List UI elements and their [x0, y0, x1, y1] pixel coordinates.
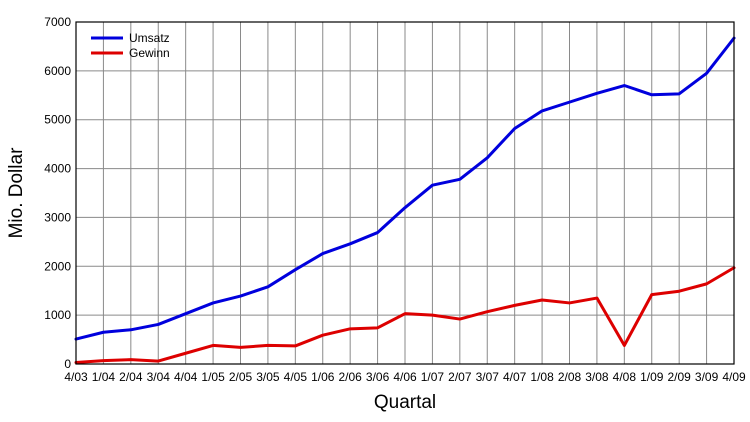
y-tick-label: 2000: [44, 259, 71, 273]
x-tick-label: 4/05: [284, 370, 308, 384]
x-tick-label: 2/05: [229, 370, 253, 384]
y-tick-label: 0: [64, 357, 71, 371]
x-tick-label: 1/07: [421, 370, 445, 384]
x-tick-label: 3/04: [147, 370, 171, 384]
y-tick-label: 5000: [44, 113, 71, 127]
x-tick-label: 4/08: [613, 370, 637, 384]
x-tick-label: 4/09: [722, 370, 746, 384]
x-tick-label: 2/06: [338, 370, 362, 384]
x-tick-label: 3/05: [256, 370, 280, 384]
y-axis-title: Mio. Dollar: [6, 147, 27, 238]
x-tick-label: 1/04: [92, 370, 116, 384]
x-tick-label: 2/07: [448, 370, 472, 384]
x-tick-label: 1/08: [530, 370, 554, 384]
y-tick-label: 1000: [44, 308, 71, 322]
x-tick-label: 1/05: [201, 370, 225, 384]
y-tick-label: 3000: [44, 210, 71, 224]
series-group: [74, 36, 736, 365]
y-axis-ticks: 0 1000 2000 3000 4000 5000 6000 7000: [44, 15, 71, 371]
x-tick-label: 4/03: [64, 370, 88, 384]
x-tick-label: 1/06: [311, 370, 335, 384]
x-tick-label: 3/06: [366, 370, 390, 384]
plot-frame: [75, 21, 735, 365]
x-tick-label: 1/09: [640, 370, 664, 384]
y-tick-label: 4000: [44, 162, 71, 176]
series-line-umsatz: [74, 36, 736, 341]
y-tick-label: 7000: [44, 15, 71, 29]
x-tick-label: 3/07: [476, 370, 500, 384]
x-axis-ticks: 4/03 1/04 2/04 3/04 4/04 1/05 2/05 3/05 4/05 1/06…: [64, 370, 746, 384]
x-tick-label: 4/04: [174, 370, 198, 384]
series-line-gewinn: [74, 266, 736, 365]
legend-label-umsatz: Umsatz: [129, 31, 170, 45]
x-tick-label: 3/09: [695, 370, 719, 384]
x-axis-title: Quartal: [374, 392, 436, 413]
x-tick-label: 4/06: [393, 370, 417, 384]
x-tick-label: 3/08: [585, 370, 609, 384]
y-tick-label: 6000: [44, 64, 71, 78]
x-tick-label: 2/08: [558, 370, 582, 384]
x-tick-label: 4/07: [503, 370, 527, 384]
legend-label-gewinn: Gewinn: [129, 46, 170, 60]
x-tick-label: 2/04: [119, 370, 143, 384]
x-tick-label: 2/09: [667, 370, 691, 384]
